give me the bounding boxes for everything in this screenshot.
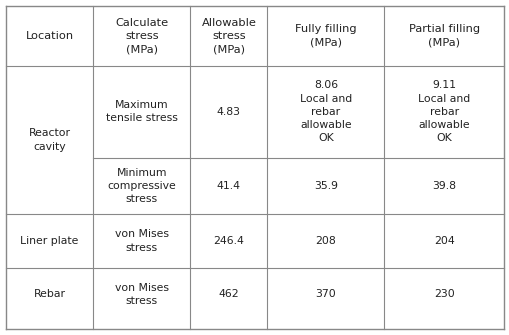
Text: 208: 208: [315, 236, 335, 246]
Text: Maximum
tensile stress: Maximum tensile stress: [105, 100, 177, 123]
Text: 462: 462: [218, 289, 239, 299]
Text: Partial filling
(MPa): Partial filling (MPa): [408, 24, 479, 48]
Text: Allowable
stress
(MPa): Allowable stress (MPa): [201, 18, 256, 54]
Text: Fully filling
(MPa): Fully filling (MPa): [295, 24, 356, 48]
Text: Rebar: Rebar: [34, 289, 66, 299]
Text: Calculate
stress
(MPa): Calculate stress (MPa): [115, 18, 168, 54]
Text: 204: 204: [433, 236, 454, 246]
Text: 41.4: 41.4: [216, 181, 240, 191]
Text: 8.06
Local and
rebar
allowable
OK: 8.06 Local and rebar allowable OK: [299, 80, 351, 143]
Text: von Mises
stress: von Mises stress: [115, 283, 168, 306]
Text: Liner plate: Liner plate: [20, 236, 79, 246]
Text: 246.4: 246.4: [213, 236, 244, 246]
Text: 39.8: 39.8: [431, 181, 455, 191]
Text: 4.83: 4.83: [216, 107, 240, 117]
Text: 9.11
Local and
rebar
allowable
OK: 9.11 Local and rebar allowable OK: [417, 80, 469, 143]
Text: 230: 230: [433, 289, 454, 299]
Text: von Mises
stress: von Mises stress: [115, 229, 168, 253]
Text: Location: Location: [25, 31, 74, 41]
Text: 370: 370: [315, 289, 335, 299]
Text: 35.9: 35.9: [314, 181, 337, 191]
Text: Minimum
compressive
stress: Minimum compressive stress: [107, 168, 176, 204]
Text: Reactor
cavity: Reactor cavity: [29, 128, 71, 152]
